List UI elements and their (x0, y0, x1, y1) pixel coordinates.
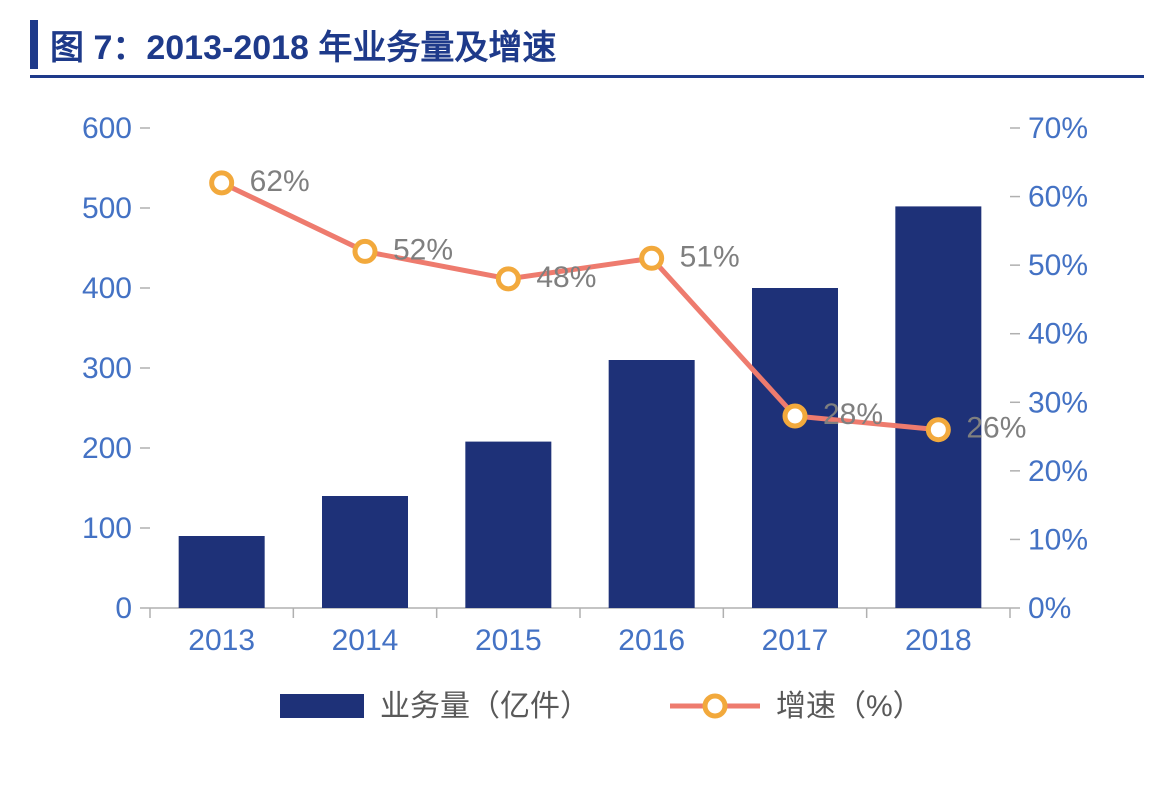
y2-tick-label: 40% (1028, 318, 1088, 351)
y2-tick-label: 50% (1028, 249, 1088, 282)
y2-tick-label: 0% (1028, 592, 1071, 625)
bar (179, 536, 265, 608)
y1-tick-label: 100 (82, 512, 132, 545)
bar (752, 288, 838, 608)
x-tick-label: 2017 (762, 624, 829, 657)
chart-title: 图 7：2013-2018 年业务量及增速 (50, 20, 1144, 69)
x-tick-label: 2015 (475, 624, 542, 657)
line-marker (642, 248, 662, 268)
bar (322, 496, 408, 608)
legend-line-label: 增速（%） (776, 690, 923, 723)
line-data-label: 28% (823, 398, 883, 431)
line-marker (355, 241, 375, 261)
line-data-label: 48% (536, 261, 596, 294)
chart-title-block: 图 7：2013-2018 年业务量及增速 (30, 20, 1144, 69)
y2-tick-label: 60% (1028, 181, 1088, 214)
combo-chart: 0 100 200 300 400 500 600 0% 10% 20% 30% 40% 50% 60% 7… (50, 108, 1130, 748)
y2-tick-label: 10% (1028, 523, 1088, 556)
bar (465, 442, 551, 608)
chart-container: 0 100 200 300 400 500 600 0% 10% 20% 30% 40% 50% 60% 7… (50, 108, 1130, 748)
y2-tick-label: 70% (1028, 112, 1088, 145)
legend-bar-label: 业务量（亿件） (380, 690, 590, 723)
legend-line-marker (705, 696, 725, 716)
y2-tick-label: 20% (1028, 455, 1088, 488)
y1-tick-label: 400 (82, 272, 132, 305)
line-marker (785, 406, 805, 426)
bar (895, 206, 981, 608)
legend-bar-swatch (280, 694, 364, 718)
title-underline (30, 75, 1144, 78)
x-tick-label: 2014 (332, 624, 399, 657)
line-data-label: 62% (250, 165, 310, 198)
y1-tick-label: 200 (82, 432, 132, 465)
x-tick-label: 2013 (188, 624, 255, 657)
y1-tick-label: 600 (82, 112, 132, 145)
line-marker (498, 269, 518, 289)
x-tick-label: 2016 (618, 624, 685, 657)
y1-tick-label: 0 (115, 592, 132, 625)
line-data-label: 51% (680, 240, 740, 273)
line-marker (212, 173, 232, 193)
bar (609, 360, 695, 608)
line-marker (928, 420, 948, 440)
x-tick-label: 2018 (905, 624, 972, 657)
line-data-label: 52% (393, 233, 453, 266)
y2-tick-label: 30% (1028, 386, 1088, 419)
y1-tick-label: 500 (82, 192, 132, 225)
line-data-label: 26% (966, 412, 1026, 445)
y1-tick-label: 300 (82, 352, 132, 385)
